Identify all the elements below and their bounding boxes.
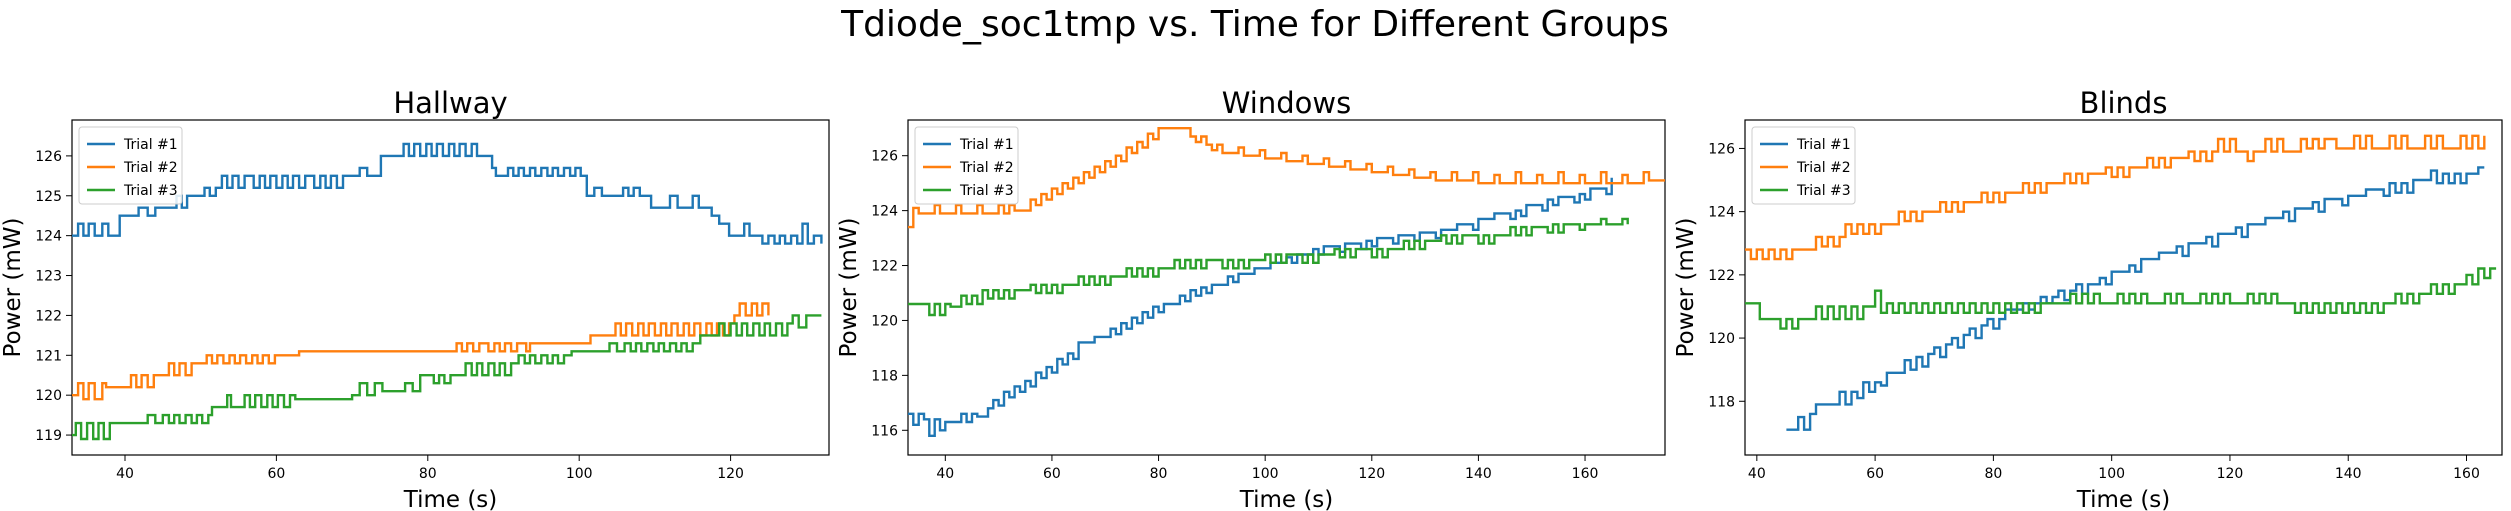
legend-label: Trial #3: [123, 183, 178, 199]
y-tick-label: 121: [35, 348, 62, 364]
y-axis-label: Power (mW): [1673, 218, 1699, 358]
x-tick-label: 140: [1465, 466, 1492, 482]
x-tick-label: 160: [2453, 466, 2480, 482]
y-tick-label: 120: [1708, 331, 1735, 347]
series-line-trial-3: [72, 314, 822, 441]
series-line-trial-2: [72, 302, 770, 401]
y-tick-label: 120: [871, 313, 898, 329]
legend-label: Trial #1: [959, 137, 1014, 153]
legend-label: Trial #1: [123, 137, 178, 153]
series-line-trial-1: [908, 177, 1613, 437]
y-axis-label: Power (mW): [836, 218, 862, 358]
panel-title: Hallway: [393, 86, 507, 120]
x-tick-label: 60: [1043, 466, 1061, 482]
legend-label: Trial #2: [123, 160, 178, 176]
y-tick-label: 118: [1708, 394, 1735, 410]
x-tick-label: 80: [1150, 466, 1168, 482]
x-axis-label: Time (s): [2076, 487, 2171, 511]
series-line-trial-2: [908, 126, 1665, 229]
y-tick-label: 122: [871, 259, 898, 275]
series-line-trial-1: [72, 142, 823, 245]
subplot-blinds: Blinds 40 60 80 100 120 140 160 118 120 122 124 126 T…: [1673, 86, 2503, 511]
subplot-group: Hallway 40 60 80 100 120 119 120 121 122 123 124 125…: [0, 86, 2503, 511]
y-tick-label: 124: [1708, 205, 1735, 221]
legend-label: Trial #3: [1796, 183, 1851, 199]
series-line-trial-2: [1745, 134, 2486, 261]
x-axis-label: Time (s): [403, 487, 498, 511]
x-tick-label: 60: [267, 466, 285, 482]
subplot-hallway: Hallway 40 60 80 100 120 119 120 121 122 123 124 125…: [0, 86, 830, 511]
x-tick-label: 160: [1572, 466, 1599, 482]
x-tick-label: 40: [936, 466, 954, 482]
panel-title: Windows: [1222, 86, 1351, 120]
y-tick-label: 124: [35, 229, 62, 245]
legend: Trial #1 Trial #2 Trial #3: [914, 126, 1019, 205]
y-tick-label: 126: [871, 149, 898, 165]
legend-box: [914, 126, 1019, 205]
legend: Trial #1 Trial #2 Trial #3: [78, 126, 183, 205]
x-tick-label: 60: [1866, 466, 1884, 482]
x-tick-label: 100: [566, 466, 593, 482]
x-tick-label: 40: [116, 466, 134, 482]
y-tick-label: 125: [35, 189, 62, 205]
legend-box: [1751, 126, 1856, 205]
x-tick-label: 100: [1252, 466, 1279, 482]
y-tick-label: 120: [35, 388, 62, 404]
legend-label: Trial #1: [1796, 137, 1851, 153]
x-tick-label: 40: [1748, 466, 1766, 482]
x-tick-label: 120: [717, 466, 744, 482]
y-tick-label: 116: [871, 423, 898, 439]
figure-title: Tdiode_soc1tmp vs. Time for Different Gr…: [840, 4, 1669, 45]
y-axis-label: Power (mW): [0, 218, 26, 358]
series-line-trial-3: [908, 217, 1629, 317]
x-axis-label: Time (s): [1239, 487, 1334, 511]
y-tick-label: 122: [1708, 268, 1735, 284]
y-tick-label: 124: [871, 204, 898, 220]
legend-label: Trial #3: [959, 183, 1014, 199]
x-tick-label: 80: [419, 466, 437, 482]
series-line-trial-1: [1786, 166, 2485, 431]
legend-label: Trial #2: [959, 160, 1014, 176]
y-tick-label: 119: [35, 428, 62, 444]
y-tick-label: 122: [35, 308, 62, 324]
y-tick-label: 126: [35, 149, 62, 165]
x-tick-label: 100: [2098, 466, 2125, 482]
legend: Trial #1 Trial #2 Trial #3: [1751, 126, 1856, 205]
legend-box: [78, 126, 183, 205]
plot-area: [907, 119, 1666, 456]
legend-label: Trial #2: [1796, 160, 1851, 176]
x-tick-label: 120: [1358, 466, 1385, 482]
x-tick-label: 120: [2217, 466, 2244, 482]
y-tick-label: 123: [35, 269, 62, 285]
x-tick-label: 80: [1984, 466, 2002, 482]
subplot-windows: Windows 40 60 80 100 120 140 160 116 118 120 122 124…: [836, 86, 1666, 511]
plot-area: [71, 119, 830, 456]
y-tick-label: 118: [871, 368, 898, 384]
x-tick-label: 140: [2335, 466, 2362, 482]
panel-title: Blinds: [2080, 86, 2168, 120]
y-tick-label: 126: [1708, 141, 1735, 157]
series-line-trial-3: [1745, 267, 2497, 330]
